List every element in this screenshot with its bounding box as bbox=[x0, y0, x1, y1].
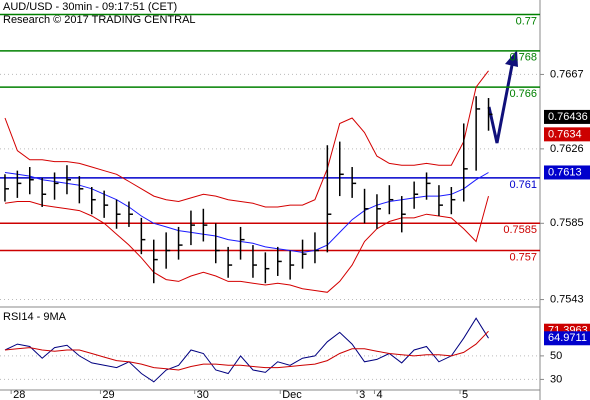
chart-subtitle: Research © 2017 TRADING CENTRAL bbox=[3, 14, 196, 26]
indicator-title: RSI14 - 9MA bbox=[3, 311, 67, 323]
rsi-line bbox=[4, 317, 489, 383]
chart-title: AUD/USD - 30min - 09:17:51 (CET) bbox=[3, 1, 177, 13]
x-tick-label: Dec bbox=[282, 389, 302, 400]
level-label: 0.768 bbox=[509, 52, 537, 64]
x-tick-label: 5 bbox=[462, 389, 468, 400]
value-box bbox=[544, 331, 590, 346]
y-tick-label: 0.7667 bbox=[550, 68, 584, 80]
value-box-label: 64.9711 bbox=[548, 332, 587, 344]
x-tick-label: 28 bbox=[13, 389, 25, 400]
x-tick-label: 3 bbox=[359, 389, 365, 400]
y-tick-label: 50 bbox=[550, 350, 562, 362]
y-tick-label: 0.7543 bbox=[550, 293, 584, 305]
value-box-label: 0.7634 bbox=[548, 128, 582, 140]
x-tick-label: 4 bbox=[376, 389, 382, 400]
y-tick-label: 0.7626 bbox=[550, 143, 584, 155]
level-label: 0.757 bbox=[509, 251, 537, 263]
rsi-line bbox=[4, 330, 489, 371]
level-label: 0.7585 bbox=[503, 224, 537, 236]
indicator-line bbox=[4, 172, 489, 253]
value-box-label: 0.7613 bbox=[548, 166, 582, 178]
y-tick-label: 0.7585 bbox=[550, 217, 584, 229]
x-tick-label: 30 bbox=[197, 389, 209, 400]
indicator-line bbox=[4, 195, 489, 293]
indicator-line bbox=[4, 70, 489, 208]
value-box bbox=[544, 165, 590, 180]
y-tick-label: 30 bbox=[550, 373, 562, 385]
level-label: 0.761 bbox=[509, 179, 537, 191]
value-box bbox=[544, 109, 590, 124]
level-label: 0.766 bbox=[509, 88, 537, 100]
level-label: 0.77 bbox=[516, 15, 537, 27]
value-box-label: 0.76436 bbox=[548, 111, 588, 123]
value-box bbox=[544, 127, 590, 142]
x-tick-label: 29 bbox=[102, 389, 114, 400]
